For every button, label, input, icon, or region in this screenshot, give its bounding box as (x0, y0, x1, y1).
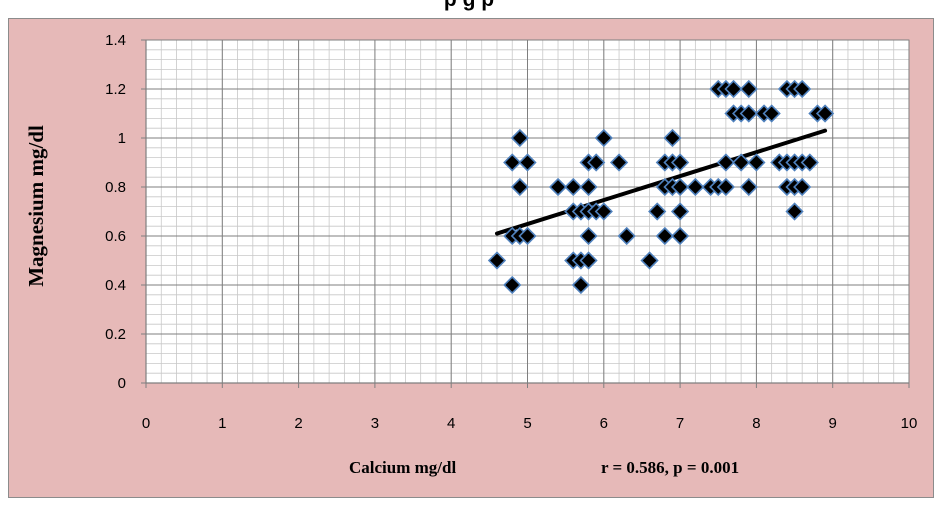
data-point-diamond (548, 177, 568, 197)
cropped-figure-caption: p g p (0, 0, 938, 12)
y-tick-label: 0.2 (105, 326, 126, 343)
y-tick-label: 0.4 (105, 277, 126, 294)
data-point-diamond (747, 153, 766, 172)
data-point-diamond (670, 226, 690, 246)
data-point-diamond (739, 104, 758, 123)
data-point-diamond (579, 251, 598, 270)
data-point-diamond (670, 153, 690, 172)
x-tick-label: 1 (218, 415, 226, 432)
y-tick-label: 1 (118, 130, 126, 147)
x-tick-label: 7 (676, 415, 684, 432)
data-point-diamond (594, 128, 613, 148)
scatter-chart: 0 1 2 3 4 5 6 7 8 9 10 0 0.2 0.4 0.6 0.8 1 1.2 1.4 Magnes… (24, 32, 918, 477)
y-axis-title: Magnesium mg/dl (24, 125, 48, 287)
data-point-diamond (518, 153, 537, 172)
data-point-diamond (571, 275, 591, 295)
x-axis-title: Calcium mg/dl (349, 458, 456, 477)
data-point-diamond (564, 177, 583, 197)
data-point-diamond (716, 153, 736, 172)
data-point-diamond (686, 177, 705, 197)
data-point-diamond (594, 202, 613, 221)
y-tick-label: 0 (118, 375, 126, 392)
x-tick-label: 8 (752, 415, 760, 432)
x-tick-label: 10 (901, 415, 918, 432)
data-point-diamond (800, 153, 819, 172)
data-point-diamond (739, 79, 758, 99)
chart-area: 0 1 2 3 4 5 6 7 8 9 10 0 0.2 0.4 0.6 0.8 1 1.2 1.4 Magnes… (8, 18, 934, 498)
x-axis-tick-labels: 0 1 2 3 4 5 6 7 8 9 10 (142, 415, 918, 432)
data-point-diamond (503, 275, 522, 295)
x-tick-label: 0 (142, 415, 150, 432)
data-point-diamond (724, 79, 743, 99)
data-point-diamond (640, 251, 659, 270)
data-points (487, 79, 835, 295)
data-point-diamond (670, 202, 690, 221)
data-point-diamond (716, 177, 736, 197)
x-tick-label: 9 (829, 415, 837, 432)
data-point-diamond (762, 104, 781, 123)
axes (141, 39, 910, 388)
data-point-diamond (579, 177, 598, 197)
x-tick-label: 4 (447, 415, 455, 432)
x-tick-label: 2 (294, 415, 302, 432)
data-point-diamond (670, 177, 690, 197)
data-point-diamond (587, 153, 606, 172)
data-point-diamond (510, 128, 530, 148)
data-point-diamond (793, 177, 812, 197)
data-point-diamond (663, 128, 682, 148)
data-point-diamond (732, 153, 751, 172)
x-tick-label: 5 (523, 415, 531, 432)
x-tick-label: 6 (600, 415, 608, 432)
y-tick-label: 1.2 (105, 81, 126, 98)
data-point-diamond (609, 153, 629, 172)
data-point-diamond (815, 104, 835, 123)
data-point-diamond (793, 79, 812, 99)
x-tick-label: 3 (371, 415, 379, 432)
data-point-diamond (518, 226, 537, 246)
data-point-diamond (739, 177, 758, 197)
data-point-diamond (579, 226, 598, 246)
data-point-diamond (785, 202, 804, 221)
correlation-annotation: r = 0.586, p = 0.001 (601, 458, 739, 477)
data-point-diamond (510, 177, 530, 197)
data-point-diamond (648, 202, 667, 221)
y-tick-label: 0.6 (105, 228, 126, 245)
data-point-diamond (503, 153, 522, 172)
data-point-diamond (487, 251, 507, 270)
data-point-diamond (617, 226, 636, 246)
y-tick-label: 0.8 (105, 179, 126, 196)
y-axis-tick-labels: 0 0.2 0.4 0.6 0.8 1 1.2 1.4 (105, 32, 126, 392)
data-point-diamond (655, 226, 674, 246)
y-tick-label: 1.4 (105, 32, 126, 49)
